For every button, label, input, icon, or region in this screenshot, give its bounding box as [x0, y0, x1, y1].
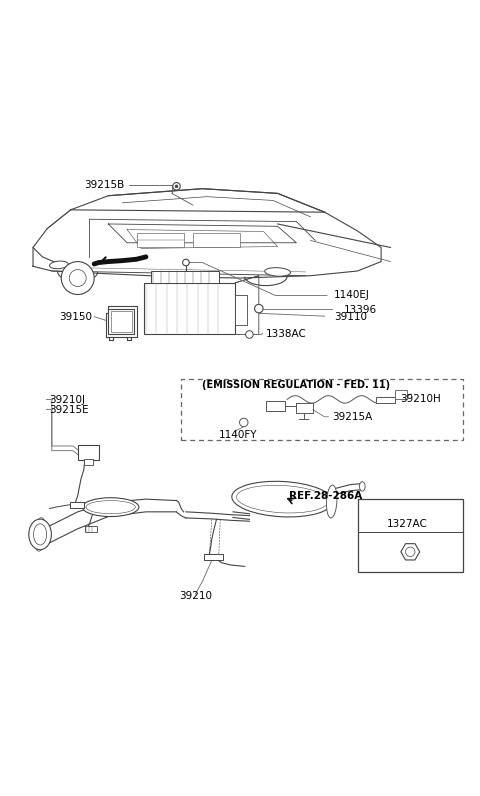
Bar	[110, 311, 132, 332]
Bar	[193, 233, 240, 248]
Bar	[395, 389, 407, 399]
Ellipse shape	[29, 519, 51, 550]
Text: (EMISSION REGULATION - FED. 11): (EMISSION REGULATION - FED. 11)	[203, 380, 391, 390]
Bar	[266, 401, 285, 412]
Ellipse shape	[83, 498, 139, 517]
Circle shape	[173, 182, 180, 190]
Bar	[204, 554, 223, 560]
Bar	[151, 271, 219, 283]
Ellipse shape	[237, 486, 328, 513]
Bar	[108, 309, 134, 334]
Bar	[84, 459, 93, 465]
Ellipse shape	[34, 524, 47, 545]
Text: 39150: 39150	[59, 312, 92, 322]
Ellipse shape	[49, 261, 68, 269]
Circle shape	[254, 304, 263, 313]
Ellipse shape	[264, 267, 290, 276]
Bar	[70, 502, 84, 508]
Text: 39215E: 39215E	[49, 405, 89, 416]
Text: 39210: 39210	[179, 591, 212, 600]
Bar	[376, 396, 395, 403]
Circle shape	[406, 547, 415, 556]
Circle shape	[69, 270, 86, 287]
Circle shape	[36, 545, 42, 551]
Ellipse shape	[360, 482, 365, 491]
Text: 1338AC: 1338AC	[266, 330, 307, 340]
Bar	[235, 295, 247, 325]
Text: 39215B: 39215B	[84, 181, 125, 190]
Bar	[144, 283, 235, 334]
Bar	[78, 445, 99, 460]
Bar	[136, 233, 183, 248]
Bar	[85, 526, 97, 532]
Ellipse shape	[232, 482, 333, 517]
Ellipse shape	[326, 485, 337, 518]
Ellipse shape	[86, 501, 135, 513]
Circle shape	[175, 185, 178, 188]
Text: 1140FY: 1140FY	[219, 430, 257, 439]
Circle shape	[61, 262, 94, 295]
Circle shape	[246, 330, 253, 338]
Circle shape	[38, 517, 44, 523]
Bar	[181, 379, 463, 440]
Text: 39215A: 39215A	[332, 412, 372, 422]
Text: 39110: 39110	[334, 312, 367, 322]
Text: 1327AC: 1327AC	[386, 519, 427, 529]
Circle shape	[240, 418, 248, 427]
Circle shape	[182, 259, 189, 266]
Text: REF.28-286A: REF.28-286A	[289, 491, 363, 501]
Bar	[358, 499, 463, 572]
Text: 1140EJ: 1140EJ	[334, 291, 370, 300]
Text: 39210H: 39210H	[400, 394, 441, 404]
Text: 39210J: 39210J	[49, 396, 85, 405]
Text: 13396: 13396	[344, 305, 377, 314]
